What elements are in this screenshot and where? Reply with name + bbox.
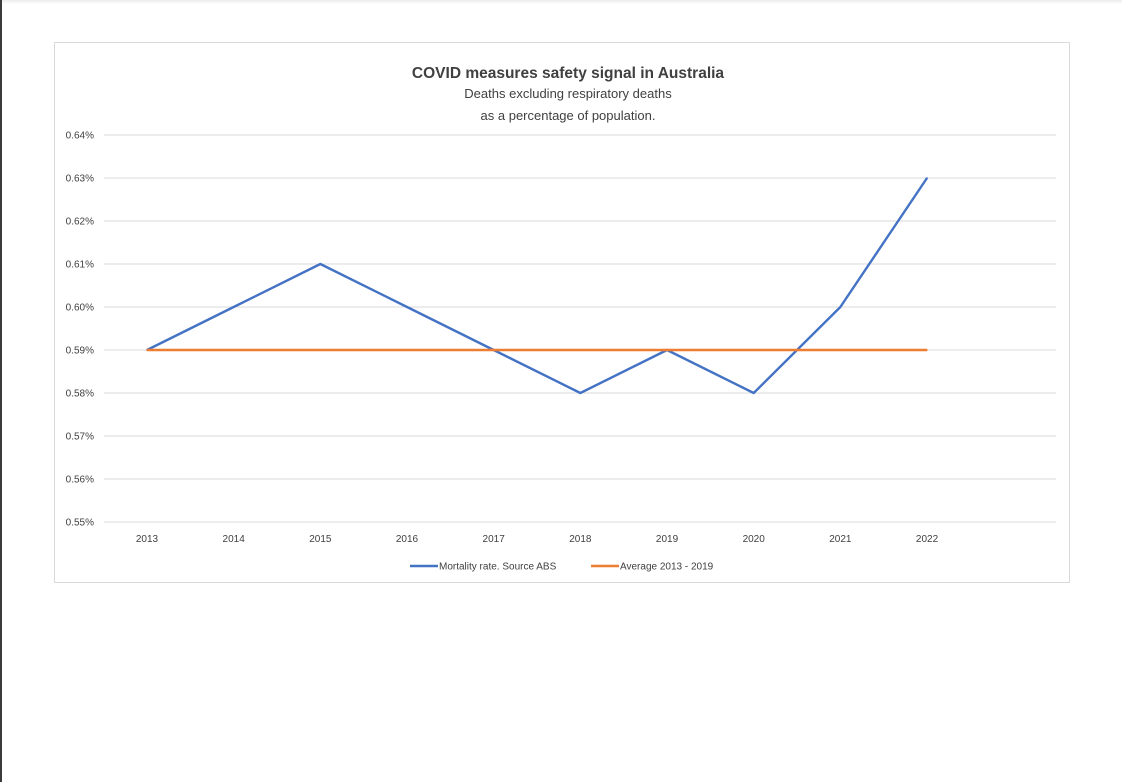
- data-point-s1-9: [926, 349, 928, 351]
- data-point-s0-8: [839, 306, 842, 308]
- data-point-s1-4: [492, 349, 495, 351]
- x-axis-tick-labels: 2013 2014 2015 2016 2017 2018 2019 2020 2021 2022: [136, 534, 939, 545]
- x-tick-label-9: 2022: [916, 534, 939, 545]
- y-tick-label-6: 0.61%: [66, 260, 94, 271]
- x-tick-label-2: 2015: [309, 534, 332, 545]
- x-tick-label-8: 2021: [829, 534, 852, 545]
- x-tick-label-4: 2017: [483, 534, 506, 545]
- y-tick-label-8: 0.63%: [66, 174, 94, 185]
- chart-subtitle-line-1: Deaths excluding respiratory deaths: [464, 86, 672, 101]
- x-tick-label-3: 2016: [396, 534, 419, 545]
- data-point-s0-5: [579, 392, 582, 394]
- x-tick-label-1: 2014: [223, 534, 246, 545]
- window-top-edge: [2, 0, 1122, 4]
- series-line-0: [146, 177, 929, 395]
- data-point-s1-6: [666, 349, 668, 351]
- y-tick-label-0: 0.55%: [66, 518, 94, 529]
- data-point-s0-3: [406, 306, 408, 308]
- data-point-s1-5: [579, 349, 582, 351]
- data-point-s0-7: [752, 392, 755, 394]
- chart-title: COVID measures safety signal in Australi…: [412, 65, 725, 82]
- y-tick-label-4: 0.59%: [66, 346, 94, 357]
- legend: Mortality rate. Source ABS Average 2013 -…: [410, 562, 714, 573]
- legend-label-0: Mortality rate. Source ABS: [439, 562, 557, 573]
- y-axis-tick-labels: 0.55% 0.56% 0.57% 0.58% 0.59% 0.60% 0.61% 0.62%…: [66, 131, 94, 529]
- data-point-s0-1: [232, 306, 235, 308]
- gridlines: [104, 134, 1056, 523]
- y-tick-label-2: 0.57%: [66, 432, 94, 443]
- chart-subtitle-line-2: as a percentage of population.: [481, 108, 656, 123]
- y-tick-label-1: 0.56%: [66, 475, 94, 486]
- y-tick-label-3: 0.58%: [66, 389, 94, 400]
- data-point-s0-2: [319, 263, 322, 265]
- window-left-edge: [0, 0, 2, 782]
- y-tick-label-7: 0.62%: [66, 217, 94, 228]
- data-point-s0-9: [926, 177, 928, 179]
- legend-label-1: Average 2013 - 2019: [620, 562, 714, 573]
- y-tick-label-9: 0.64%: [66, 131, 94, 142]
- y-tick-label-5: 0.60%: [66, 303, 94, 314]
- data-point-s1-2: [319, 349, 322, 351]
- data-point-s1-0: [146, 349, 148, 351]
- x-tick-label-6: 2019: [656, 534, 679, 545]
- x-tick-label-5: 2018: [569, 534, 592, 545]
- series-lines: [146, 177, 929, 395]
- x-tick-label-0: 2013: [136, 534, 159, 545]
- data-point-s1-3: [406, 349, 408, 351]
- data-point-s1-8: [839, 349, 842, 351]
- data-point-s1-1: [232, 349, 235, 351]
- data-point-s1-7: [752, 349, 755, 351]
- x-tick-label-7: 2020: [743, 534, 766, 545]
